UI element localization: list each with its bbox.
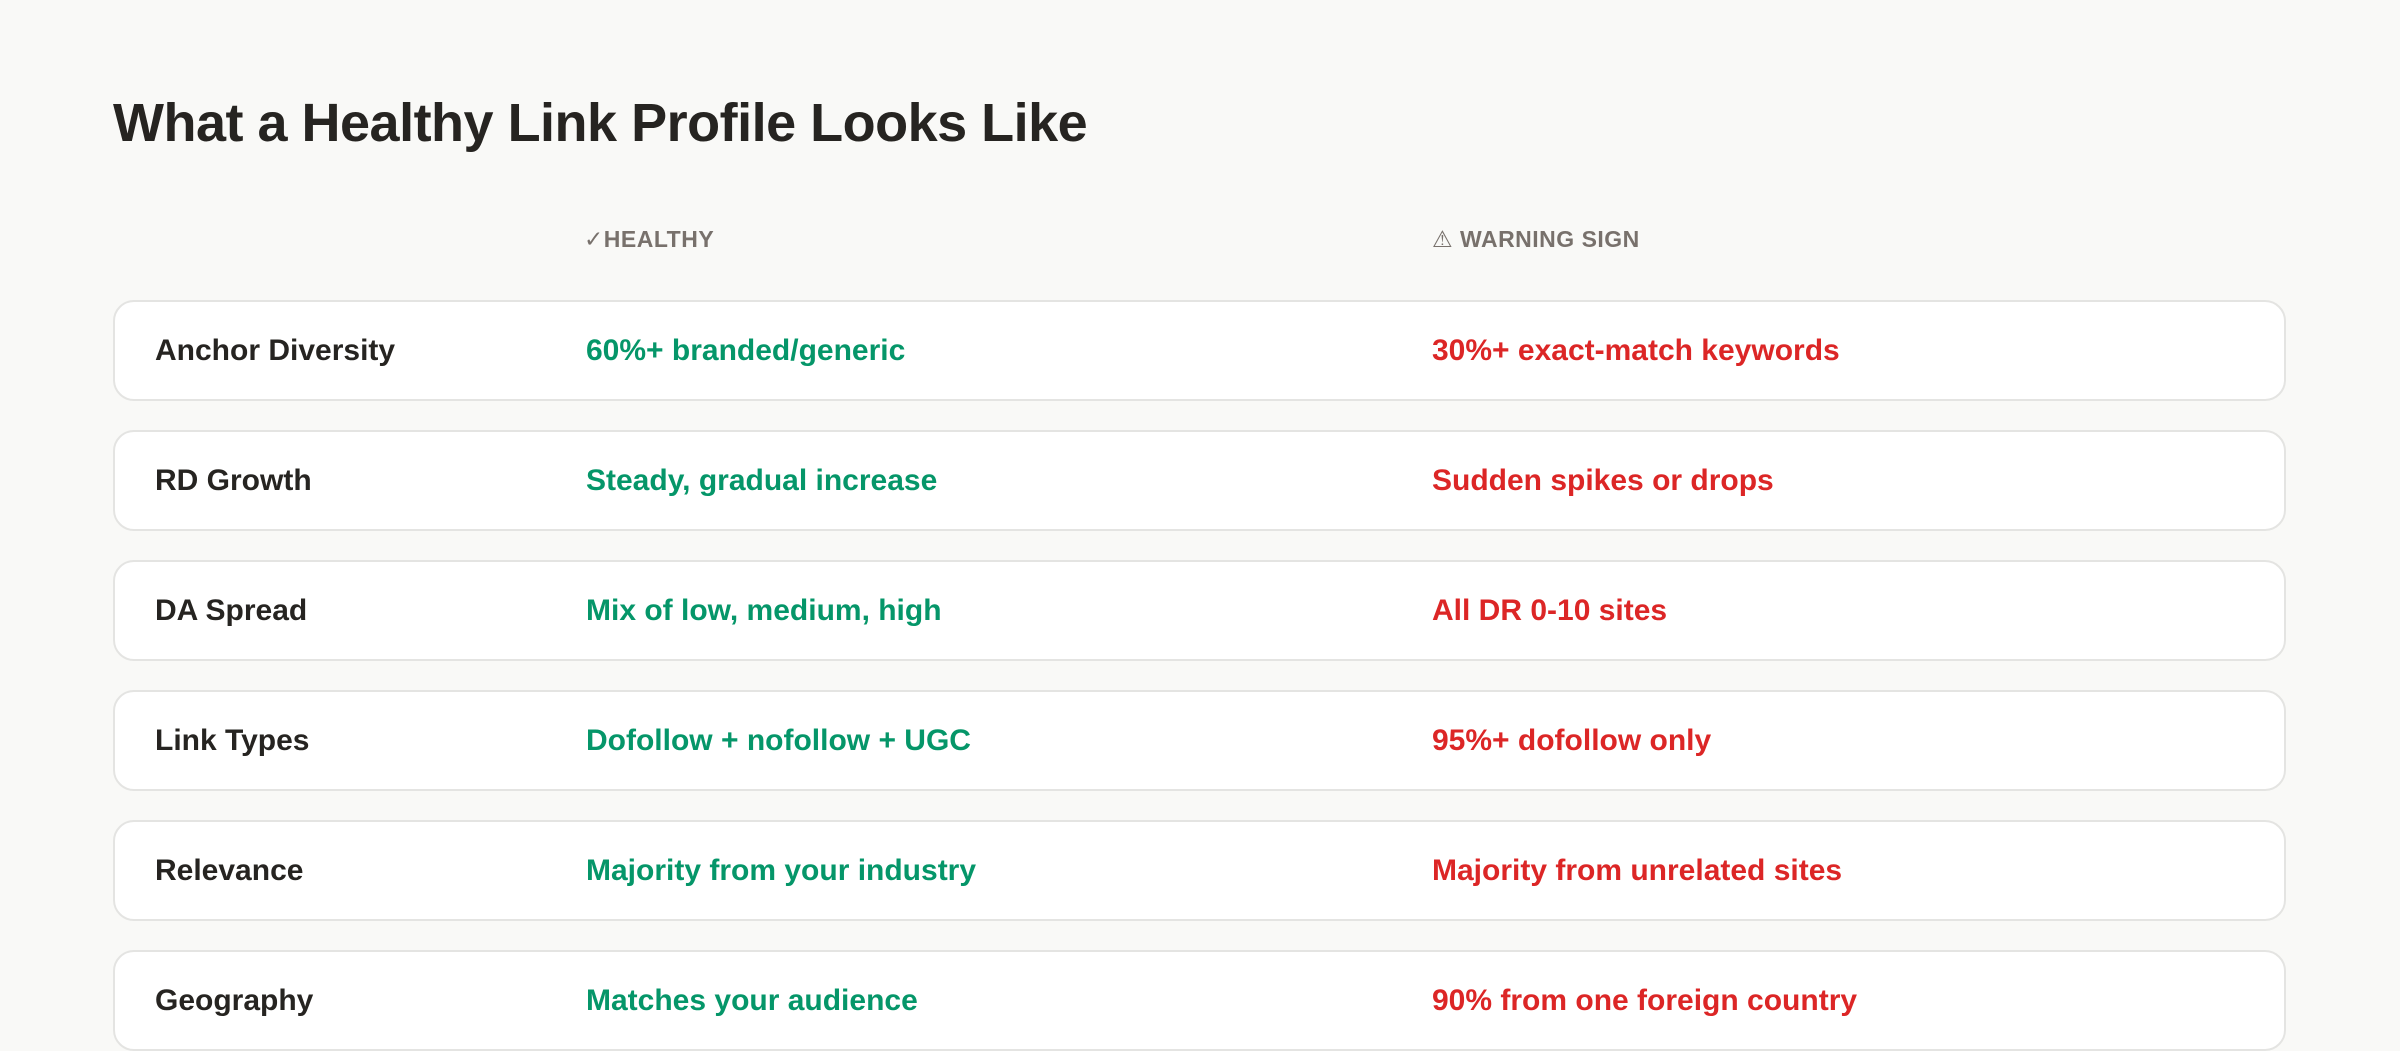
healthy-value: 60%+ branded/generic xyxy=(586,333,906,367)
row-label: Relevance xyxy=(155,853,304,887)
table-row: DA Spread Mix of low, medium, high All DR … xyxy=(113,560,2286,661)
healthy-value: Matches your audience xyxy=(586,983,918,1017)
row-label: RD Growth xyxy=(155,463,312,497)
column-header-healthy: ✓HEALTHY xyxy=(584,226,714,253)
healthy-value: Steady, gradual increase xyxy=(586,463,938,497)
row-label: DA Spread xyxy=(155,593,308,627)
row-label: Anchor Diversity xyxy=(155,333,396,367)
row-label: Link Types xyxy=(155,723,310,757)
check-icon: ✓ xyxy=(584,226,604,252)
healthy-value: Dofollow + nofollow + UGC xyxy=(586,723,971,757)
warning-value: 95%+ dofollow only xyxy=(1432,723,1712,757)
table-row: RD Growth Steady, gradual increase Sudden … xyxy=(113,430,2286,531)
warning-value: 90% from one foreign country xyxy=(1432,983,1858,1017)
warning-value: All DR 0-10 sites xyxy=(1432,593,1668,627)
table-row: Relevance Majority from your industry Majo… xyxy=(113,820,2286,921)
table-row: Geography Matches your audience 90% from o… xyxy=(113,950,2286,1051)
warning-value: Majority from unrelated sites xyxy=(1432,853,1843,887)
healthy-value: Majority from your industry xyxy=(586,853,977,887)
warning-value: Sudden spikes or drops xyxy=(1432,463,1774,497)
column-header-label: WARNING SIGN xyxy=(1460,226,1640,252)
row-label: Geography xyxy=(155,983,314,1017)
table-row: Link Types Dofollow + nofollow + UGC 95%+ … xyxy=(113,690,2286,791)
warning-icon: ⚠ xyxy=(1432,226,1454,252)
warning-value: 30%+ exact-match keywords xyxy=(1432,333,1840,367)
column-header-label: HEALTHY xyxy=(603,226,715,252)
table-row: Anchor Diversity 60%+ branded/generic 30%+… xyxy=(113,300,2286,401)
page-title: What a Healthy Link Profile Looks Like xyxy=(113,93,1088,153)
column-header-warning: ⚠ WARNING SIGN xyxy=(1432,226,1640,253)
healthy-value: Mix of low, medium, high xyxy=(586,593,942,627)
